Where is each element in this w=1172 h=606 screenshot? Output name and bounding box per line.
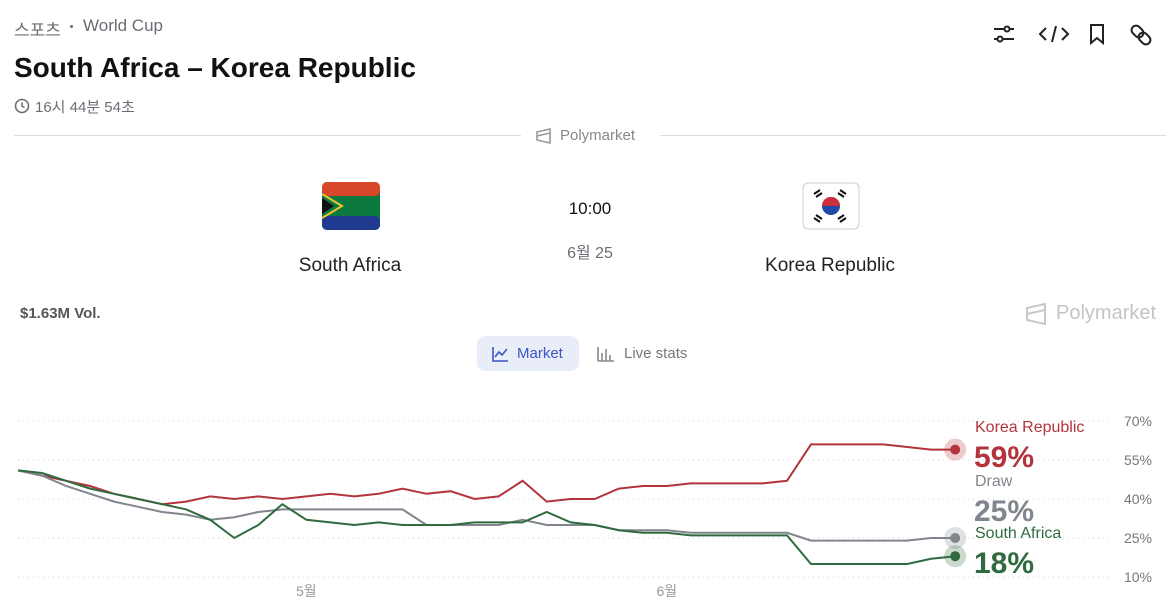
breadcrumb[interactable]: World Cup <box>83 16 163 35</box>
polymarket-logo <box>536 127 551 145</box>
home-team: South Africa <box>298 255 402 276</box>
tab-market[interactable]: Market <box>477 336 579 371</box>
stats-icon <box>597 347 614 362</box>
series-name: Draw <box>975 473 1013 490</box>
tab-label: Live stats <box>624 345 688 362</box>
series-value: 18% <box>974 547 1034 580</box>
polymarket-logo <box>1026 302 1046 326</box>
link-icon[interactable] <box>1130 24 1153 47</box>
end-dot <box>950 444 961 455</box>
end-dot <box>950 533 961 543</box>
series-name: Korea Republic <box>975 419 1084 436</box>
end-dot <box>950 551 961 562</box>
clock-icon <box>14 98 30 114</box>
y-tick-label: 70% <box>1124 413 1152 429</box>
series-line <box>17 469 956 565</box>
away-team: Korea Republic <box>765 255 895 276</box>
series-name: South Africa <box>975 525 1061 542</box>
match-title: South Africa – Korea Republic <box>14 52 416 83</box>
chart: 10% 25% 40% 55% 70% 5월 6월 Korea Republic 59%Draw… <box>17 413 1152 599</box>
series-line <box>17 443 956 506</box>
tab-live-stats[interactable]: Live stats <box>594 336 704 371</box>
kickoff-date: 6월 25 <box>567 245 613 262</box>
flag-korea <box>802 182 860 230</box>
toolbar <box>994 24 1153 47</box>
bookmark-icon[interactable] <box>1090 24 1104 46</box>
x-tick-label: 5월 <box>296 583 317 599</box>
countdown: 16시 44분 54초 <box>35 99 135 116</box>
series-line <box>17 469 956 542</box>
y-tick-label: 25% <box>1124 530 1152 546</box>
chart-icon <box>492 347 508 362</box>
tab-label: Market <box>517 345 563 362</box>
source-watermark: Polymarket <box>1056 302 1157 324</box>
settings-icon[interactable] <box>994 25 1014 43</box>
series-value: 25% <box>974 495 1034 528</box>
y-tick-label: 40% <box>1124 491 1152 507</box>
embed-icon[interactable] <box>1038 25 1070 43</box>
y-tick-label: 10% <box>1124 569 1152 585</box>
divider <box>14 135 521 136</box>
flag-south-africa <box>322 182 380 230</box>
kickoff-time: 10:00 <box>568 199 612 218</box>
separator <box>70 25 73 28</box>
volume: $1.63M Vol. <box>20 305 101 322</box>
series-value: 59% <box>974 441 1034 474</box>
y-tick-label: 55% <box>1124 452 1152 468</box>
source: Polymarket <box>560 127 636 144</box>
x-tick-label: 6월 <box>656 583 677 599</box>
breadcrumb[interactable]: 스포츠 <box>14 21 61 40</box>
divider <box>660 135 1166 136</box>
